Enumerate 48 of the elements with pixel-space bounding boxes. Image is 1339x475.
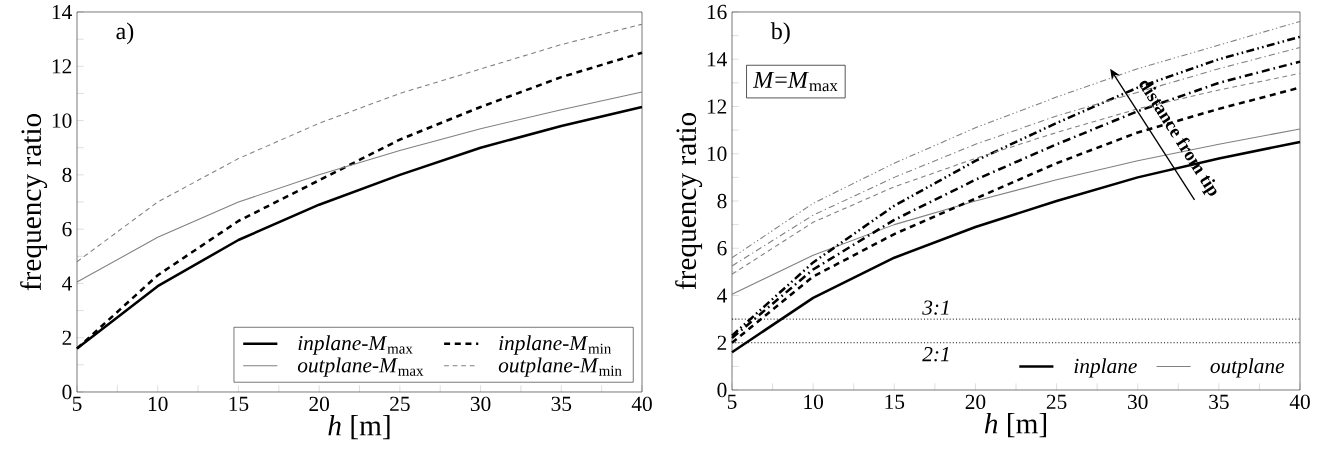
annotation: M=M$_{max}$ [752,71,838,92]
x-tick-label: 40 [1289,394,1310,410]
x-tick-label: 35 [1209,394,1229,410]
x-axis-title: h [m] [984,412,1047,438]
y-tick-label: 12 [707,99,727,114]
x-axis-title: h [m] [328,414,390,440]
x-tick-label: 20 [309,396,329,412]
legend-label: outplane-M$_{max}$ [297,357,424,377]
x-tick-label: 35 [551,396,572,412]
x-tick-label: 40 [631,396,652,412]
y-tick-label: 14 [52,4,72,20]
ref-line-label: 2:1 [922,347,949,362]
y-tick-label: 16 [707,4,727,20]
y-tick-label: 0 [717,382,727,398]
y-tick-label: 2 [62,330,72,345]
legend-label: outplane [1210,358,1285,378]
annotation: b) [770,22,790,45]
y-tick-label: 4 [717,288,727,303]
x-tick-label: 15 [885,394,905,409]
x-tick-label: 25 [390,396,410,412]
x-tick-label: 30 [470,396,491,412]
ref-line-label: 3:1 [922,300,949,315]
legend-label: inplane-M$_{min}$ [499,335,612,355]
x-tick-label: 25 [1046,394,1067,410]
y-tick-label: 0 [62,384,72,400]
x-tick-label: 5 [72,396,82,411]
legend-label: inplane-M$_{max}$ [298,335,413,355]
y-tick-label: 10 [707,146,727,161]
x-tick-label: 10 [804,394,823,410]
y-tick-label: 6 [62,221,72,237]
y-tick-label: 8 [717,193,727,209]
annotation: a) [116,22,134,45]
y-tick-label: 8 [62,167,72,183]
x-tick-label: 30 [1128,394,1148,410]
y-tick-label: 2 [717,335,727,350]
x-tick-label: 5 [727,394,737,409]
x-tick-label: 10 [148,396,168,412]
x-tick-label: 20 [965,394,986,410]
y-tick-label: 12 [52,59,72,74]
y-tick-label: 14 [707,52,727,67]
legend-label: outplane-M$_{min}$ [498,357,622,377]
y-tick-label: 10 [52,113,72,128]
x-tick-label: 15 [229,396,249,411]
y-tick-label: 6 [717,241,727,256]
y-axis-title: frequency ratio [20,113,48,291]
legend-label: inplane [1074,358,1137,378]
y-tick-label: 4 [62,276,72,291]
y-axis-title: frequency ratio [675,112,703,290]
